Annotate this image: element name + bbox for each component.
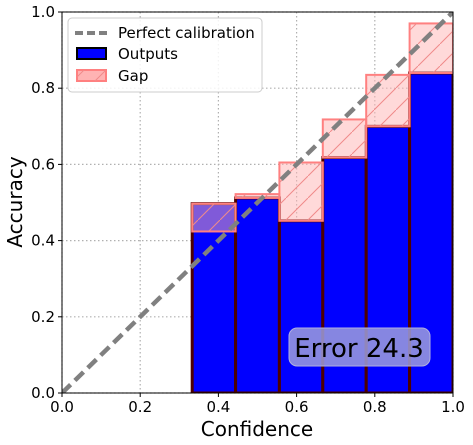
perfect-calibration-line	[62, 12, 453, 393]
perfect-calibration-diagonal	[62, 12, 453, 393]
gap-hatch-4	[235, 194, 280, 198]
legend-swatch-outputs	[76, 47, 107, 60]
error-annotation: Error 24.3	[288, 327, 431, 367]
output-bar-5	[277, 219, 325, 393]
x-tick-label-2: 0.4	[206, 398, 230, 416]
x-axis-ticks: 0.0 0.2 0.4 0.6 0.8 1.0	[50, 393, 465, 416]
y-tick-label-3: 0.6	[31, 155, 55, 173]
gap-hatch-5	[279, 162, 323, 221]
x-tick-label-5: 1.0	[441, 398, 465, 416]
y-tick-label-2: 0.4	[31, 232, 55, 250]
legend-label-gap: Gap	[118, 67, 148, 85]
legend-label-perfect-calibration: Perfect calibration	[118, 24, 255, 42]
gap-hatch-7	[366, 74, 410, 127]
x-tick-label-3: 0.6	[285, 398, 309, 416]
legend-label-outputs: Outputs	[118, 45, 178, 63]
legend: Perfect calibration Outputs Gap	[67, 17, 263, 93]
gap-hatch-6	[322, 119, 367, 158]
legend-frame	[67, 17, 263, 93]
y-axis-label: Accuracy	[3, 156, 27, 247]
legend-swatch-gap-hatch	[77, 70, 106, 81]
y-tick-label-4: 0.8	[31, 79, 55, 97]
y-tick-label-0: 0.0	[31, 384, 55, 402]
output-bar-3	[190, 202, 238, 393]
x-tick-label-0: 0.0	[50, 398, 74, 416]
output-bar-4	[234, 196, 281, 393]
plot-frame	[61, 11, 454, 394]
error-annotation-box	[288, 327, 431, 367]
y-tick-label-1: 0.2	[31, 308, 55, 326]
y-axis-ticks: 0.0 0.2 0.4 0.6 0.8 1.0	[31, 3, 62, 402]
x-tick-label-4: 0.8	[363, 398, 387, 416]
y-tick-label-5: 1.0	[31, 3, 55, 21]
error-annotation-text: Error 24.3	[294, 334, 424, 364]
x-tick-label-1: 0.2	[128, 398, 152, 416]
x-axis-label: Confidence	[201, 417, 313, 441]
gap-hatch-3	[192, 203, 236, 232]
